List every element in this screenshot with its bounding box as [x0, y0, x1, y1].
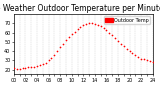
Point	[128, 50, 131, 52]
Point	[39, 64, 41, 66]
Legend: Outdoor Temp: Outdoor Temp	[104, 16, 150, 24]
Point	[134, 54, 137, 56]
Title: Milwaukee Weather Outdoor Temperature per Minute (24 Hours): Milwaukee Weather Outdoor Temperature pe…	[0, 4, 160, 13]
Point	[96, 24, 99, 26]
Point	[143, 59, 145, 60]
Point	[85, 23, 88, 25]
Point	[56, 50, 59, 52]
Point	[42, 63, 44, 65]
Point	[27, 66, 30, 68]
Point	[18, 68, 21, 70]
Point	[44, 63, 47, 64]
Point	[117, 40, 119, 42]
Point	[94, 23, 96, 25]
Point	[16, 68, 18, 70]
Point	[13, 67, 15, 69]
Point	[76, 28, 79, 29]
Point	[24, 67, 27, 69]
Point	[108, 32, 111, 33]
Point	[82, 24, 85, 26]
Point	[70, 34, 73, 35]
Point	[91, 23, 93, 24]
Point	[88, 23, 90, 24]
Point	[79, 26, 82, 28]
Point	[36, 65, 38, 67]
Point	[68, 36, 70, 38]
Point	[123, 46, 125, 47]
Point	[140, 58, 142, 59]
Point	[50, 57, 53, 58]
Point	[30, 66, 32, 68]
Point	[33, 66, 35, 68]
Point	[59, 47, 61, 48]
Point	[125, 49, 128, 50]
Point	[102, 27, 105, 29]
Point	[111, 35, 113, 36]
Point	[65, 39, 67, 41]
Point	[137, 56, 140, 57]
Point	[47, 60, 50, 61]
Point	[21, 67, 24, 69]
Point	[99, 25, 102, 27]
Point	[62, 43, 64, 44]
Point	[151, 62, 154, 63]
Point	[105, 29, 108, 30]
Point	[148, 61, 151, 62]
Point	[114, 37, 116, 39]
Point	[53, 54, 56, 56]
Point	[73, 31, 76, 32]
Point	[146, 60, 148, 61]
Point	[120, 43, 122, 44]
Point	[131, 52, 134, 54]
